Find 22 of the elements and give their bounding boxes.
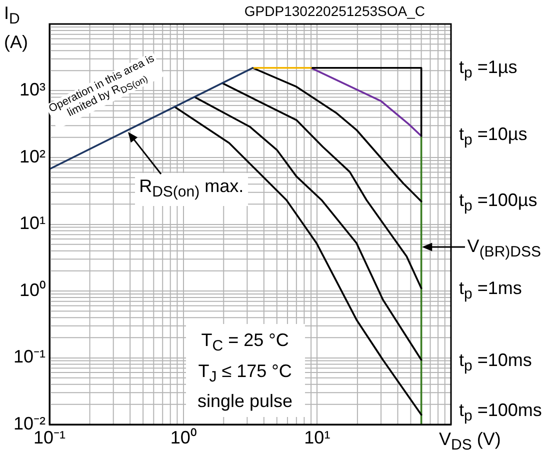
y-tick-label: 10¹ bbox=[19, 213, 46, 234]
annotation: single pulse bbox=[198, 390, 293, 414]
annotation: T$_{J}$ ≤ 175 °C bbox=[198, 360, 293, 388]
x-tick-label: 10⁰ bbox=[170, 427, 196, 448]
x-tick-label: 10¹ bbox=[304, 427, 330, 448]
text: t$_{p}$ =10ms bbox=[459, 349, 532, 377]
text: t$_{p}$ =1µs bbox=[459, 56, 518, 84]
y-tick-label: 10³ bbox=[19, 80, 46, 100]
y-axis-title: I$_{D}$ (A) bbox=[4, 2, 29, 53]
text: t$_{p}$ =10µs bbox=[459, 123, 528, 151]
y-tick-label: 10⁰ bbox=[19, 280, 46, 300]
annotation: V$_{(BR)DSS}$ bbox=[467, 234, 541, 262]
y-tick-label: 10² bbox=[19, 146, 46, 166]
text: t$_{p}$ =100ms bbox=[459, 399, 542, 427]
text: GPDP130220251253SOA_C bbox=[244, 3, 425, 19]
y-tick-label: 10⁻¹ bbox=[13, 346, 46, 367]
x-axis-title: V$_{DS}$ (V) bbox=[439, 428, 501, 450]
annotation: T$_{C}$ = 25 °C bbox=[200, 329, 290, 357]
x-tick-label: 10⁻¹ bbox=[33, 427, 66, 448]
annotation: R$_{DS(on)}$ max. bbox=[135, 172, 248, 206]
text: t$_{p}$ =1ms bbox=[459, 277, 522, 305]
text: t$_{p}$ =100µs bbox=[459, 189, 538, 217]
